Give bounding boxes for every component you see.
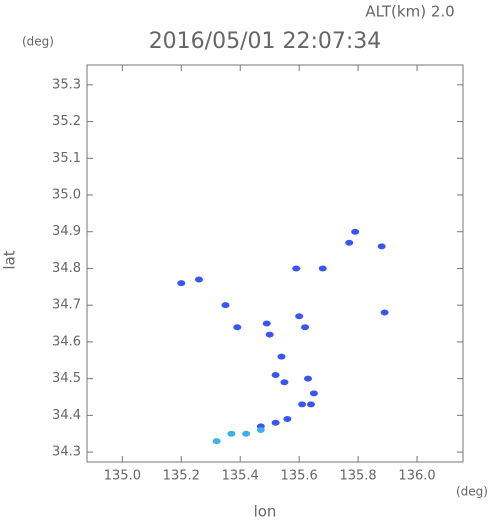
y-tick-label: 35.1 bbox=[52, 151, 81, 166]
y-unit: (deg) bbox=[22, 35, 54, 49]
y-tick-label: 35.3 bbox=[52, 77, 81, 92]
echo bbox=[271, 419, 280, 426]
y-tick-label: 34.8 bbox=[52, 261, 81, 276]
echo bbox=[318, 265, 327, 272]
echo bbox=[380, 309, 389, 316]
y-tick-label: 35.0 bbox=[52, 188, 81, 203]
echo bbox=[283, 416, 292, 423]
echo bbox=[265, 331, 274, 338]
y-tick-label: 35.2 bbox=[52, 114, 81, 129]
echo bbox=[345, 239, 354, 246]
echo bbox=[221, 302, 230, 309]
echo bbox=[242, 430, 251, 437]
x-tick-label: 135.2 bbox=[163, 469, 200, 484]
echo bbox=[301, 324, 310, 331]
chart-title: 2016/05/01 22:07:34 bbox=[149, 29, 382, 54]
x-tick-label: 135.4 bbox=[222, 469, 259, 484]
y-tick-label: 34.9 bbox=[52, 224, 81, 239]
echo bbox=[256, 427, 265, 434]
echo bbox=[271, 371, 280, 378]
echo bbox=[233, 324, 242, 331]
echo bbox=[262, 320, 271, 327]
y-tick-label: 34.5 bbox=[52, 371, 81, 386]
x-unit: (deg) bbox=[456, 485, 488, 499]
echo bbox=[309, 390, 318, 397]
y-axis-label: lat bbox=[1, 250, 19, 269]
chart-subtitle: ALT(km) 2.0 bbox=[365, 3, 454, 21]
plot-frame bbox=[86, 64, 464, 463]
echo bbox=[277, 353, 286, 360]
echo bbox=[227, 430, 236, 437]
x-tick-label: 135.8 bbox=[339, 469, 376, 484]
echo bbox=[177, 280, 186, 287]
x-tick-label: 135.0 bbox=[104, 469, 141, 484]
echo bbox=[212, 438, 221, 445]
echo bbox=[292, 265, 301, 272]
echo bbox=[377, 243, 386, 250]
x-tick-label: 135.6 bbox=[281, 469, 318, 484]
x-tick-label: 136.0 bbox=[398, 469, 435, 484]
x-axis-label: lon bbox=[254, 503, 277, 521]
echo bbox=[194, 276, 203, 283]
echo bbox=[295, 313, 304, 320]
y-tick-label: 34.7 bbox=[52, 298, 81, 313]
echo bbox=[304, 375, 313, 382]
y-tick-label: 34.4 bbox=[52, 408, 81, 423]
echo bbox=[351, 228, 360, 235]
echo bbox=[280, 379, 289, 386]
y-tick-label: 34.3 bbox=[52, 445, 81, 460]
echo bbox=[306, 401, 315, 408]
echo bbox=[298, 401, 307, 408]
y-tick-label: 34.6 bbox=[52, 334, 81, 349]
